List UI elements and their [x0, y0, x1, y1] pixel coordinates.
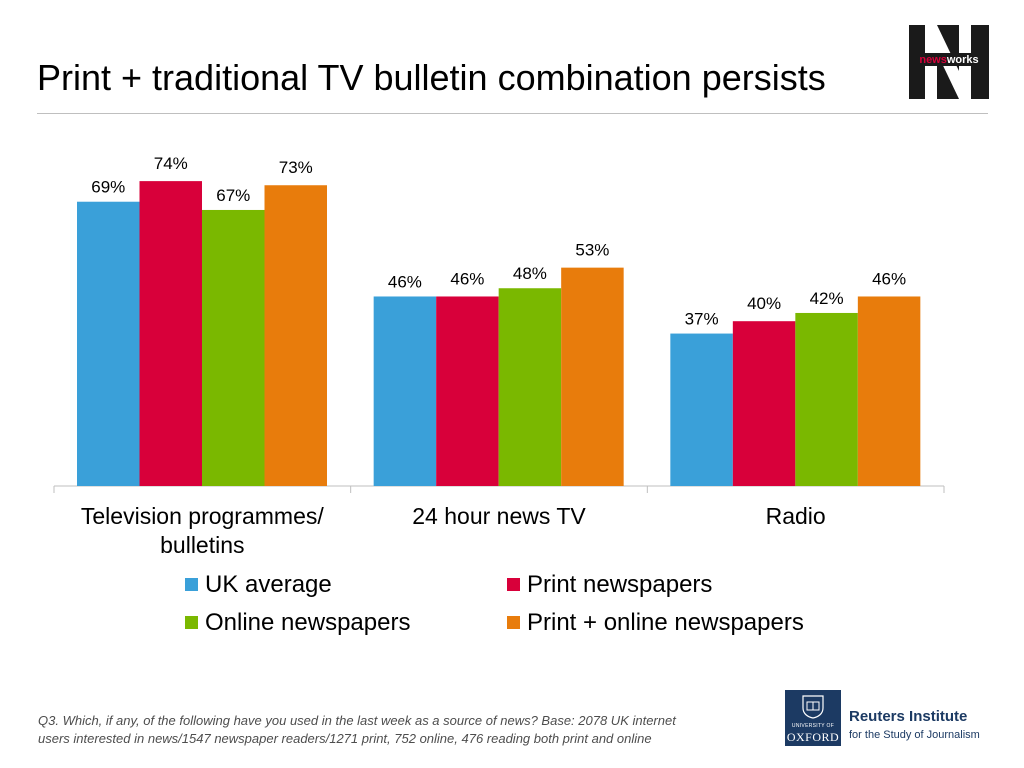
bar: [795, 312, 858, 486]
data-label: 53%: [575, 241, 609, 260]
data-label: 46%: [450, 269, 484, 288]
chart-legend: UK average Print newspapers Online newsp…: [185, 570, 885, 646]
data-label: 42%: [810, 289, 844, 308]
data-label: 37%: [685, 310, 719, 329]
title-divider: [37, 113, 988, 114]
data-label: 67%: [216, 186, 250, 205]
bar: [498, 288, 562, 486]
bar: [139, 181, 202, 486]
data-label: 46%: [388, 272, 422, 291]
svg-text:newsworks: newsworks: [919, 54, 978, 66]
legend-label: Print + online newspapers: [527, 609, 804, 636]
x-tick-label: Television programmes/: [81, 503, 324, 529]
legend-swatch: [507, 616, 520, 629]
legend-item-print-online-newspapers: Print + online newspapers: [507, 608, 804, 638]
bar: [561, 267, 624, 486]
oxford-big-text: OXFORD: [786, 730, 840, 744]
bar: [732, 321, 796, 486]
logo-text-news: news: [919, 54, 947, 66]
data-label: 73%: [279, 158, 313, 177]
data-label: 69%: [91, 178, 125, 197]
data-label: 40%: [747, 294, 781, 313]
bar: [373, 296, 437, 486]
page-title: Print + traditional TV bulletin combinat…: [37, 57, 826, 98]
legend-item-online-newspapers: Online newspapers: [185, 608, 410, 638]
data-label: 46%: [872, 269, 906, 288]
reuters-institute-logo: UNIVERSITY OF OXFORD Reuters Institute f…: [785, 688, 1005, 748]
legend-swatch: [507, 578, 520, 591]
x-tick-label: bulletins: [160, 532, 244, 558]
bar: [202, 209, 265, 486]
legend-swatch: [185, 578, 198, 591]
oxford-small-text: UNIVERSITY OF: [791, 723, 835, 729]
legend-label: Online newspapers: [205, 609, 411, 636]
institute-name: Reuters Institute: [849, 708, 968, 725]
bar: [264, 185, 327, 487]
data-label: 48%: [513, 264, 547, 283]
bar: [77, 201, 140, 486]
bar: [436, 296, 499, 486]
footnote: Q3. Which, if any, of the following have…: [38, 712, 758, 748]
bar-chart: 69% 74% 67% 73% Television programmes/bullet…: [53, 154, 945, 558]
bar: [670, 333, 733, 486]
newsworks-logo: newsworks: [909, 25, 989, 99]
legend-item-print-newspapers: Print newspapers: [507, 570, 712, 600]
logo-text-works: works: [946, 54, 979, 66]
bar: [857, 296, 921, 486]
footnote-line-1: Q3. Which, if any, of the following have…: [38, 713, 676, 728]
data-label: 74%: [154, 154, 188, 173]
oxford-logo: UNIVERSITY OF OXFORD: [785, 690, 841, 746]
institute-subtitle: for the Study of Journalism: [849, 729, 980, 741]
legend-label: UK average: [205, 571, 332, 598]
oxford-crest-icon: [802, 695, 824, 719]
x-tick-label: Radio: [766, 503, 826, 529]
footnote-line-2: users interested in news/1547 newspaper …: [38, 731, 652, 746]
legend-swatch: [185, 616, 198, 629]
legend-label: Print newspapers: [527, 571, 713, 598]
x-tick-label: 24 hour news TV: [412, 503, 586, 529]
legend-item-uk-average: UK average: [185, 570, 332, 600]
